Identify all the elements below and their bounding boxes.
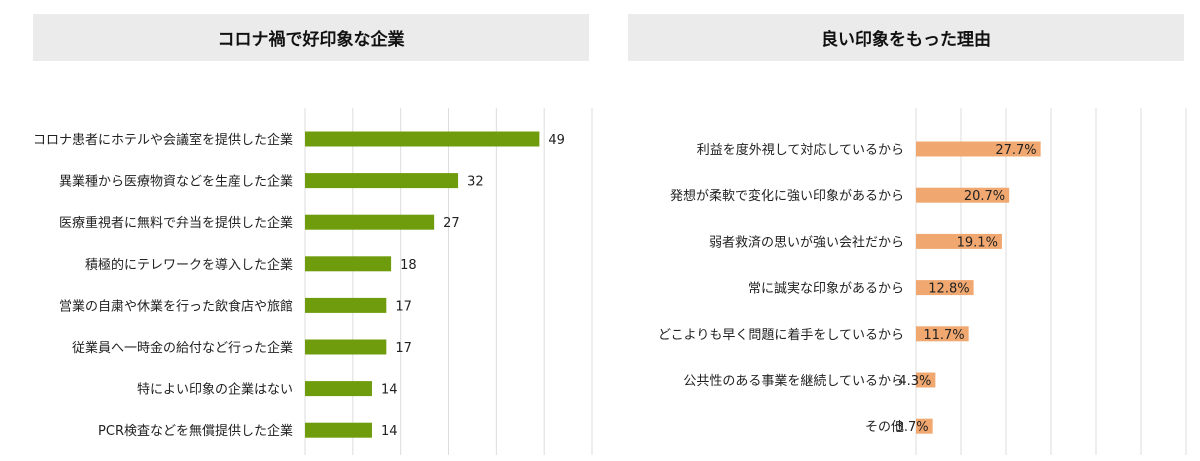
value-label: 12.8% [928, 282, 969, 297]
value-label: 3.7% [896, 420, 929, 435]
value-label: 27.7% [995, 143, 1036, 158]
value-label: 4.3% [898, 374, 931, 389]
category-label: 常に誠実な印象があるから [748, 281, 904, 297]
category-label: 公共性のある事業を継続しているから [683, 373, 904, 389]
value-label: 19.1% [957, 235, 998, 250]
value-label: 11.7% [923, 328, 964, 343]
category-label: 発想が柔軟で変化に強い印象があるから [670, 188, 904, 204]
value-label: 20.7% [964, 189, 1005, 204]
category-label: 弱者救済の思いが強い会社だから [709, 234, 904, 250]
category-label: 利益を度外視して対応しているから [697, 142, 904, 158]
category-label: どこよりも早く問題に着手をしているから [658, 327, 904, 343]
